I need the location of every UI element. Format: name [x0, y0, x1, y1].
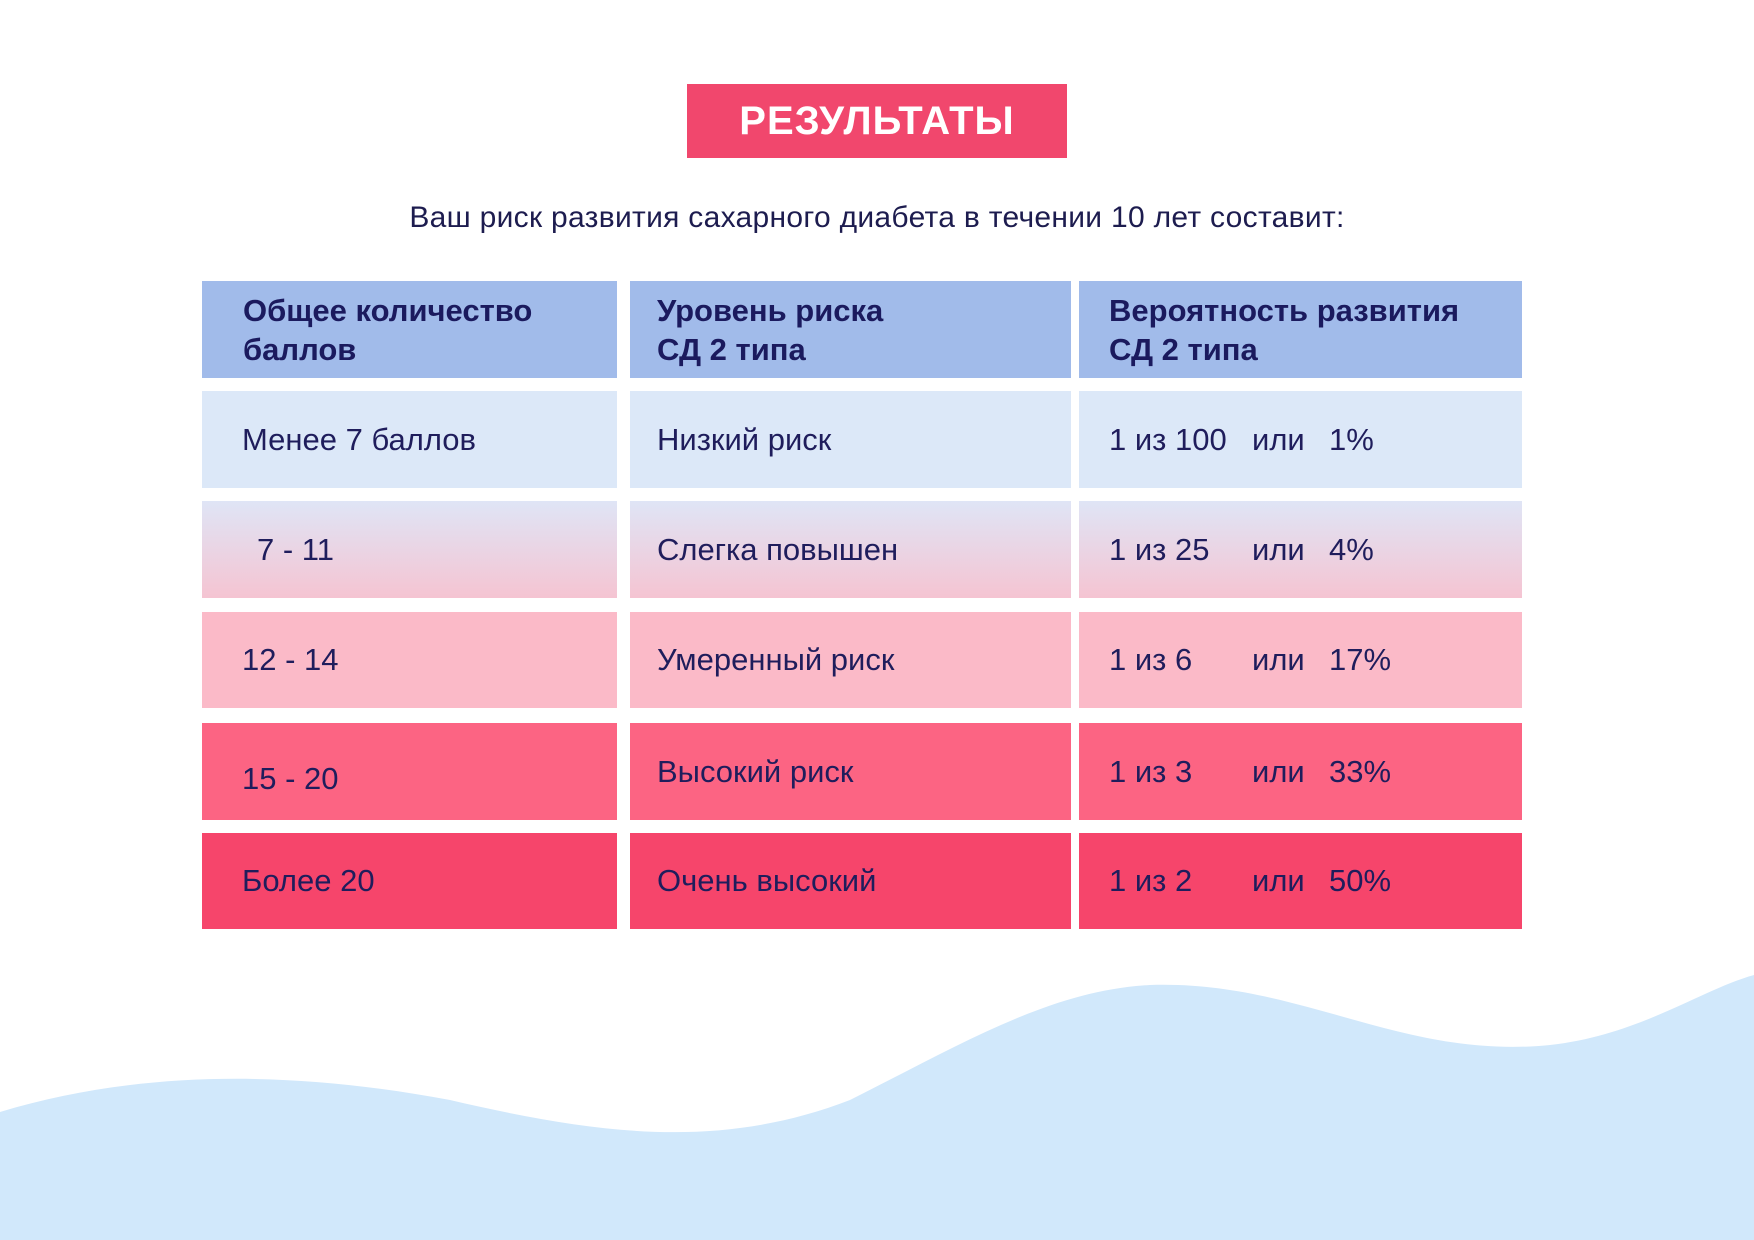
odds-text: 1 из 6 — [1109, 642, 1193, 677]
results-title: РЕЗУЛЬТАТЫ — [739, 99, 1015, 143]
score-text: Менее 7 баллов — [242, 421, 476, 457]
percent-text: 1% — [1329, 421, 1374, 457]
header-level-label: Уровень риска СД 2 типа — [657, 292, 884, 367]
risk-subtitle: Ваш риск развития сахарного диабета в те… — [409, 201, 1345, 234]
table-row-score: 12 - 14 — [202, 612, 617, 708]
or-text: или — [1252, 863, 1305, 898]
table-row-probability: 1 из 3 или 33% — [1079, 723, 1522, 820]
or-text: или — [1252, 421, 1305, 457]
table-row-probability: 1 из 6 или 17% — [1079, 612, 1522, 708]
percent-text: 17% — [1329, 642, 1392, 677]
level-text: Очень высокий — [657, 863, 877, 898]
table-row-probability: 1 из 100 или 1% — [1079, 391, 1522, 488]
odds-text: 1 из 25 — [1109, 531, 1210, 567]
percent-text: 33% — [1329, 753, 1392, 789]
or-text: или — [1252, 753, 1305, 789]
level-text: Высокий риск — [657, 753, 854, 789]
header-score: Общее количество баллов — [202, 281, 617, 378]
table-row-score: Более 20 — [202, 833, 617, 929]
score-text: 12 - 14 — [242, 642, 339, 677]
table-row-probability: 1 из 25 или 4% — [1079, 501, 1522, 598]
table-row-level: Высокий риск — [630, 723, 1071, 820]
header-probability: Вероятность развития СД 2 типа — [1079, 281, 1522, 378]
table-row-level: Очень высокий — [630, 833, 1071, 929]
table-row-probability: 1 из 2 или 50% — [1079, 833, 1522, 929]
odds-text: 1 из 2 — [1109, 863, 1193, 898]
level-text: Слегка повышен — [657, 531, 899, 567]
header-level: Уровень риска СД 2 типа — [630, 281, 1071, 378]
score-text: 15 - 20 — [242, 760, 339, 796]
table-row-level: Умеренный риск — [630, 612, 1071, 708]
percent-text: 50% — [1329, 863, 1392, 898]
table-row-level: Низкий риск — [630, 391, 1071, 488]
table-row-level: Слегка повышен — [630, 501, 1071, 598]
odds-text: 1 из 100 — [1109, 421, 1227, 457]
or-text: или — [1252, 642, 1305, 677]
percent-text: 4% — [1329, 531, 1374, 567]
or-text: или — [1252, 531, 1305, 567]
odds-text: 1 из 3 — [1109, 753, 1193, 789]
header-score-label: Общее количество баллов — [243, 292, 533, 367]
level-text: Умеренный риск — [657, 642, 895, 677]
table-row-score: 7 - 11 — [202, 501, 617, 598]
table-row-score: 15 - 20 — [202, 723, 617, 820]
level-text: Низкий риск — [657, 421, 832, 457]
score-text: Более 20 — [242, 863, 375, 898]
header-probability-label: Вероятность развития СД 2 типа — [1109, 292, 1460, 367]
results-title-badge: РЕЗУЛЬТАТЫ — [687, 84, 1067, 158]
table-row-score: Менее 7 баллов — [202, 391, 617, 488]
score-text: 7 - 11 — [257, 531, 334, 567]
